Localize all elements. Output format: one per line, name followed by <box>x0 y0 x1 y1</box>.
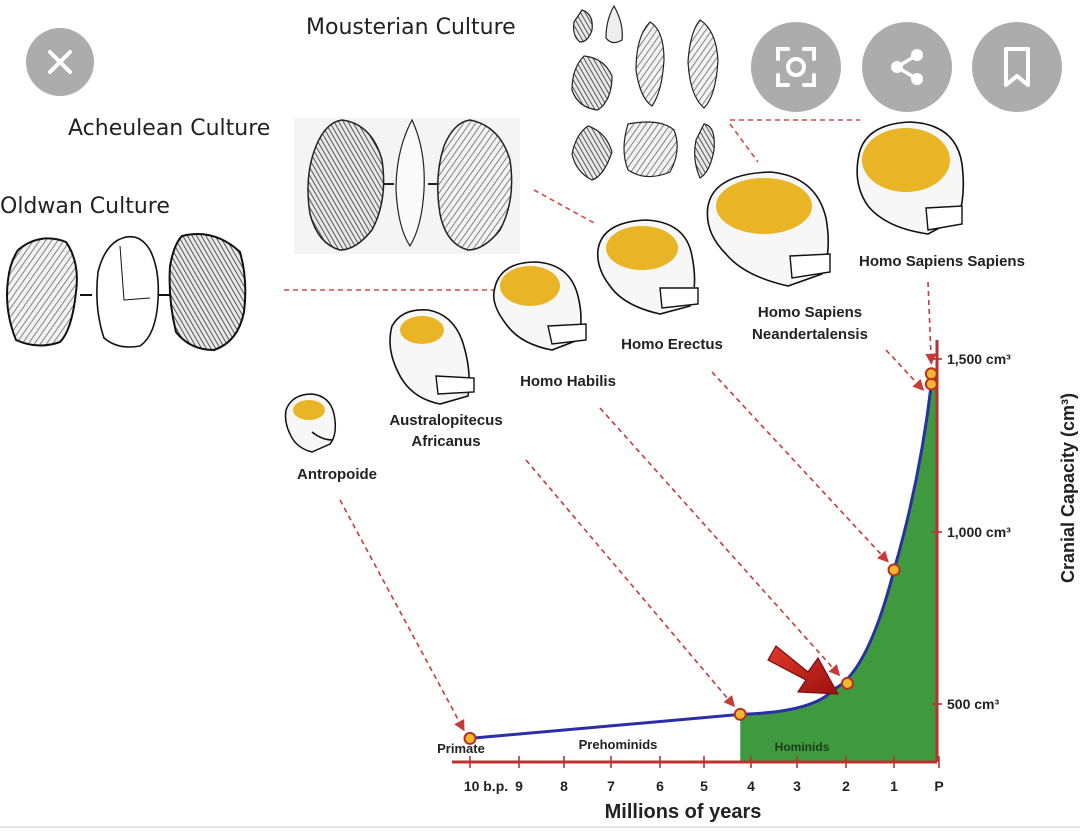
x-tick-label: 9 <box>515 778 523 794</box>
region-label-prehominids: Prehominids <box>579 737 658 752</box>
oldwan-tools-image <box>6 233 247 352</box>
data-point <box>924 367 938 381</box>
australopitecus-label-line1: Australopitecus <box>389 412 502 429</box>
x-tick-label: P <box>934 778 943 794</box>
culture-connector-lines <box>284 119 860 291</box>
data-point <box>887 563 901 577</box>
close-button[interactable] <box>26 28 94 96</box>
data-point <box>463 731 477 745</box>
x-tick-label: 4 <box>747 778 755 794</box>
homo-sapiens-label: Homo Sapiens Sapiens <box>859 253 1025 270</box>
neandertal-label-line1: Homo Sapiens <box>758 304 862 321</box>
region-label-hominids: Hominids <box>775 740 830 754</box>
lens-scan-icon <box>776 47 816 87</box>
leader-line <box>711 371 889 563</box>
capacity-curve <box>469 383 933 740</box>
australopitecus-label-line2: Africanus <box>411 433 480 450</box>
homo-habilis-skull <box>492 261 587 351</box>
homo-erectus-skull <box>596 219 699 315</box>
leader-line <box>525 459 736 708</box>
bottom-divider <box>0 826 1080 828</box>
leader-line <box>885 349 925 391</box>
y-tick-label: 1,500 cm³ <box>947 351 1011 367</box>
lens-scan-button[interactable] <box>751 22 841 112</box>
antropoide-skull <box>284 393 337 453</box>
share-icon <box>891 49 923 85</box>
bookmark-icon <box>1004 47 1030 87</box>
x-tick-label: 3 <box>793 778 801 794</box>
hominids-area <box>740 384 937 762</box>
homo-sapiens-skull <box>856 121 965 235</box>
homo-erectus-label: Homo Erectus <box>621 336 723 353</box>
neandertal-skull <box>706 171 831 287</box>
cranial-capacity-chart: 10 b.p. 9 8 7 6 5 4 3 2 1 P 500 cm³ 1,000 cm³ 1,500 … <box>339 281 1078 823</box>
data-point <box>840 676 854 690</box>
australopitecus-skull <box>389 309 475 405</box>
x-tick-label: 2 <box>842 778 850 794</box>
highlight-arrow <box>767 645 840 695</box>
share-button[interactable] <box>862 22 952 112</box>
y-tick-label: 500 cm³ <box>947 696 999 712</box>
mousterian-tools-image <box>571 4 719 181</box>
homo-habilis-label: Homo Habilis <box>520 373 616 390</box>
neandertal-label-line2: Neandertalensis <box>752 326 868 343</box>
y-tick-label: 1,000 cm³ <box>947 524 1011 540</box>
region-label-primate: Primate <box>437 741 485 756</box>
y-axis-label: Cranial Capacity (cm³) <box>1058 393 1078 583</box>
x-tick-label: 10 b.p. <box>464 778 508 794</box>
leader-line <box>599 407 841 677</box>
close-icon <box>48 50 72 74</box>
data-point <box>733 707 747 721</box>
mousterian-culture-label: Mousterian Culture <box>306 15 516 40</box>
leader-line <box>339 499 465 732</box>
x-axis-label: Millions of years <box>605 801 762 823</box>
leader-line <box>925 281 937 365</box>
x-tick-label: 7 <box>607 778 615 794</box>
acheulean-tools-image <box>294 118 520 254</box>
x-tick-label: 6 <box>656 778 664 794</box>
bookmark-button[interactable] <box>972 22 1062 112</box>
x-tick-label: 1 <box>890 778 898 794</box>
antropoide-label: Antropoide <box>297 466 377 483</box>
acheulean-culture-label: Acheulean Culture <box>68 116 270 141</box>
x-tick-label: 8 <box>560 778 568 794</box>
oldwan-culture-label: Oldwan Culture <box>0 194 170 219</box>
x-tick-label: 5 <box>700 778 708 794</box>
